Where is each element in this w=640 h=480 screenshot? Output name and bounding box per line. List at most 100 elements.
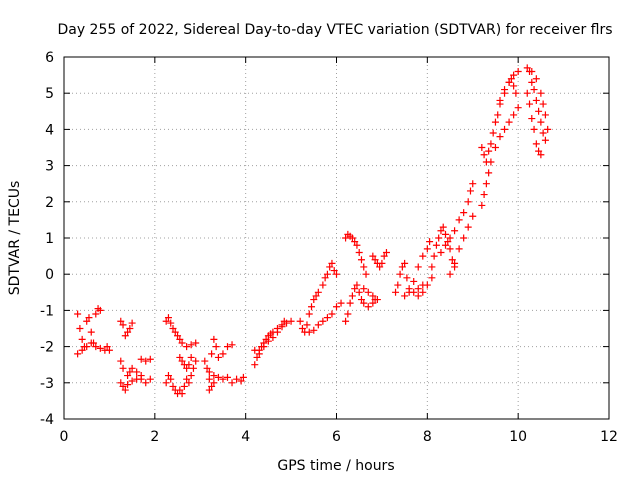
data-point	[541, 111, 549, 119]
data-point	[351, 285, 359, 293]
data-point	[124, 372, 132, 380]
x-axis-label: GPS time / hours	[277, 458, 394, 474]
data-point	[371, 256, 379, 264]
series-seg-j	[201, 335, 236, 376]
data-point	[439, 223, 447, 231]
series-seg-q	[319, 259, 340, 289]
data-point	[183, 364, 191, 372]
x-tick-labels: 0 2 4 6 8 10 12	[60, 429, 618, 445]
data-point	[187, 353, 195, 361]
data-point	[183, 375, 191, 383]
data-point	[442, 230, 449, 238]
data-point	[85, 314, 93, 322]
data-point	[78, 346, 86, 354]
data-point	[128, 364, 136, 372]
data-point	[296, 317, 304, 325]
data-point	[187, 341, 195, 349]
data-point	[205, 375, 213, 383]
data-point	[537, 89, 545, 97]
data-point	[442, 241, 449, 249]
series-seg-h	[162, 357, 200, 398]
data-point	[371, 296, 379, 304]
data-point	[183, 343, 191, 351]
data-point	[203, 364, 211, 372]
data-point	[323, 270, 331, 278]
data-point	[162, 379, 170, 387]
data-point	[208, 350, 216, 358]
x-tick-label: 0	[60, 429, 69, 445]
x-tick-label: 4	[241, 429, 250, 445]
data-point	[362, 270, 370, 278]
data-point	[298, 325, 306, 332]
data-point	[351, 238, 359, 246]
data-point	[530, 125, 538, 133]
data-point	[119, 321, 127, 329]
data-point	[435, 234, 443, 242]
data-point	[312, 292, 320, 300]
data-point	[398, 263, 406, 271]
data-point	[137, 355, 145, 363]
data-point	[303, 321, 311, 329]
data-point	[239, 373, 247, 381]
data-point	[451, 259, 459, 267]
data-point	[83, 343, 91, 351]
data-point	[342, 234, 350, 242]
data-point	[469, 212, 477, 220]
data-point	[403, 274, 411, 282]
data-point	[305, 310, 313, 318]
data-point	[287, 317, 295, 325]
data-point	[278, 323, 286, 331]
data-point	[342, 317, 350, 325]
data-point	[224, 373, 231, 381]
series-seg-y	[428, 223, 459, 271]
grid-lines	[64, 57, 609, 419]
data-point	[369, 299, 377, 307]
data-point	[460, 234, 468, 242]
data-point	[485, 147, 493, 155]
data-point	[541, 136, 549, 144]
data-point	[505, 78, 513, 86]
data-point	[264, 337, 272, 345]
data-point	[528, 67, 536, 75]
data-point	[430, 252, 438, 260]
data-point	[119, 364, 127, 372]
y-tick-label: -4	[40, 412, 54, 428]
series-seg-ac	[478, 104, 522, 209]
data-point	[201, 357, 209, 365]
series-seg-f	[137, 355, 154, 365]
data-point	[448, 256, 456, 264]
data-point	[539, 100, 547, 108]
data-point	[360, 263, 368, 271]
data-point	[96, 344, 104, 352]
data-point	[192, 339, 200, 347]
data-point	[537, 151, 545, 159]
data-point	[501, 86, 509, 94]
series-seg-d	[117, 357, 154, 387]
data-point	[133, 368, 141, 376]
data-point	[92, 310, 100, 318]
data-point	[446, 245, 454, 253]
data-point	[74, 310, 82, 318]
data-point	[478, 144, 486, 151]
data-point	[119, 382, 127, 390]
data-point	[528, 115, 536, 123]
data-point	[78, 335, 86, 343]
data-point	[369, 252, 377, 260]
data-point	[314, 288, 322, 296]
data-point	[162, 317, 170, 325]
data-point	[117, 379, 125, 387]
data-point	[419, 288, 427, 296]
data-point	[501, 125, 509, 133]
data-point	[142, 357, 150, 365]
data-point	[353, 241, 361, 249]
data-point	[214, 373, 222, 381]
data-point	[210, 335, 218, 343]
data-point	[512, 89, 520, 97]
data-point	[137, 372, 145, 380]
series-seg-e	[117, 372, 145, 394]
series-seg-t	[360, 285, 379, 304]
y-tick-label: -1	[40, 303, 54, 319]
data-point	[378, 259, 386, 267]
data-point	[117, 317, 125, 325]
data-point	[469, 180, 477, 188]
